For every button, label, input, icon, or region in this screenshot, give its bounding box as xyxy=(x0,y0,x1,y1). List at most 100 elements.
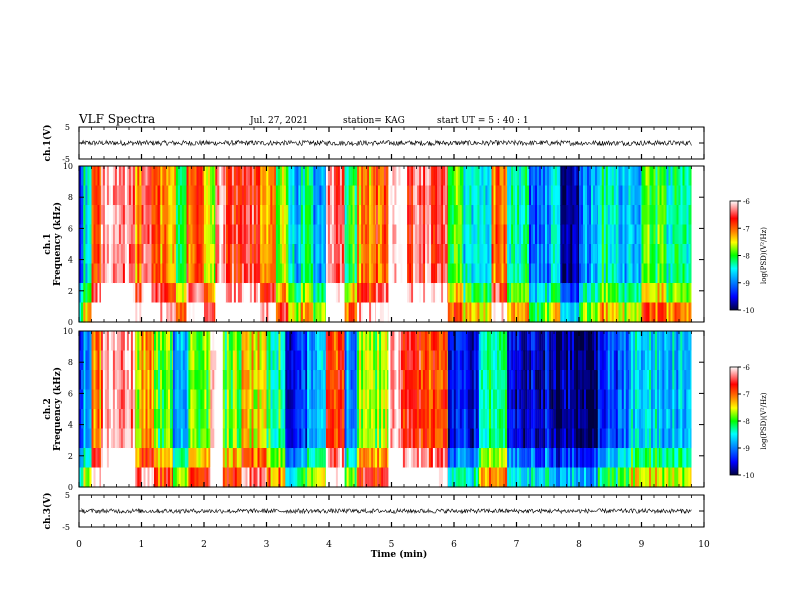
spectrogram-cell xyxy=(398,283,401,304)
spectrogram-cell xyxy=(278,350,281,371)
spectrogram-cell xyxy=(282,448,285,469)
spectrogram-cell xyxy=(83,205,86,226)
spectrogram-cell xyxy=(400,205,403,226)
spectrogram-cell xyxy=(137,224,140,245)
spectrogram-cell xyxy=(236,409,239,430)
spectrogram-cell xyxy=(493,166,496,187)
spectrogram-cell xyxy=(278,428,281,449)
spectrogram-cell xyxy=(556,350,559,371)
spectrogram-cell xyxy=(649,224,652,245)
spectrogram-cell xyxy=(463,467,466,488)
spectrogram-cell xyxy=(311,409,314,430)
y-tick-label: -5 xyxy=(62,155,70,164)
spectrogram-cell xyxy=(556,283,560,304)
spectrogram-cell xyxy=(663,185,666,206)
spectrogram-cell xyxy=(344,331,347,352)
spectrogram-cell xyxy=(643,185,646,206)
spectrogram-cell xyxy=(601,283,604,304)
spectrogram-cell xyxy=(268,263,271,284)
spectrogram-cell xyxy=(578,331,581,352)
spectrogram-cell xyxy=(315,350,318,371)
spectrogram-cell xyxy=(317,244,320,265)
spectrogram-cell xyxy=(659,244,662,265)
spectrogram-cell xyxy=(418,350,422,371)
spectrogram-cell xyxy=(100,428,104,449)
spectrogram-cell xyxy=(230,409,233,430)
spectrogram-cell xyxy=(348,302,351,323)
spectrogram-cell xyxy=(682,205,685,226)
spectrogram-cell xyxy=(130,166,134,187)
spectrogram-cell xyxy=(407,205,410,226)
spectrogram-cell xyxy=(135,302,138,323)
spectrogram-cell xyxy=(85,244,88,265)
spectrogram-cell xyxy=(204,205,207,226)
spectrogram-cell xyxy=(670,244,673,265)
spectrogram-cell xyxy=(381,448,384,469)
spectrogram-cell xyxy=(287,389,290,410)
spectrogram-cell xyxy=(156,389,159,410)
spectrogram-cell xyxy=(97,263,100,284)
spectrogram-cell xyxy=(204,224,207,245)
spectrogram-cell xyxy=(459,370,462,391)
spectrogram-cell xyxy=(266,409,269,430)
spectrogram-cell xyxy=(350,302,353,323)
spectrogram-cell xyxy=(202,331,205,352)
spectrogram-cell xyxy=(87,331,90,352)
spectrogram-cell xyxy=(99,224,102,245)
spectrogram-cell xyxy=(630,205,633,226)
spectrogram-cell xyxy=(414,331,418,352)
spectrogram-cell xyxy=(175,302,179,323)
spectrogram-cell xyxy=(79,331,82,352)
spectrogram-cell xyxy=(674,283,677,304)
spectrogram-cell xyxy=(239,205,243,226)
spectrogram-cell xyxy=(607,244,610,265)
spectrogram-cell xyxy=(597,224,600,245)
spectrogram-cell xyxy=(278,370,281,391)
spectrogram-cell xyxy=(419,302,422,323)
spectrogram-cell xyxy=(162,428,165,449)
spectrogram-cell xyxy=(91,467,94,488)
spectrogram-cell xyxy=(337,389,341,410)
spectrogram-cell xyxy=(485,185,488,206)
spectrogram-cell xyxy=(354,389,357,410)
spectrogram-cell xyxy=(178,448,181,469)
spectrogram-cell xyxy=(519,205,522,226)
spectrogram-cell xyxy=(419,244,422,265)
spectrogram-cell xyxy=(483,166,486,187)
spectrogram-cell xyxy=(108,370,112,391)
spectrogram-cell xyxy=(527,244,530,265)
spectrogram-cell xyxy=(178,350,181,371)
spectrogram-cell xyxy=(519,283,522,304)
spectrogram-cell xyxy=(467,283,470,304)
spectrogram-cell xyxy=(179,166,183,187)
spectrogram-cell xyxy=(369,428,372,449)
spectrogram-cell xyxy=(145,350,148,371)
spectrogram-cell xyxy=(497,166,500,187)
spectrogram-cell xyxy=(545,283,548,304)
spectrogram-cell xyxy=(315,185,318,206)
spectrogram-cell xyxy=(89,283,92,304)
spectrogram-cell xyxy=(413,244,416,265)
spectrogram-cell xyxy=(531,448,534,469)
spectrogram-cell xyxy=(196,409,199,430)
spectrogram-cell xyxy=(564,448,567,469)
spectrogram-cell xyxy=(162,389,165,410)
spectrogram-cell xyxy=(392,166,395,187)
spectrogram-cell xyxy=(541,263,544,284)
spectrogram-cell xyxy=(531,370,534,391)
spectrogram-cell xyxy=(229,205,233,226)
spectrogram-cell xyxy=(487,244,490,265)
spectrogram-cell xyxy=(419,185,422,206)
spectrogram-cell xyxy=(661,205,664,226)
spectrogram-cell xyxy=(137,467,140,488)
spectrogram-cell xyxy=(451,224,454,245)
spectrogram-cell xyxy=(216,389,219,410)
spectrogram-cell xyxy=(501,185,504,206)
spectrogram-cell xyxy=(616,205,619,226)
spectrogram-cell xyxy=(377,205,381,226)
spectrogram-cell xyxy=(168,428,171,449)
spectrogram-cell xyxy=(344,467,347,488)
spectrogram-cell xyxy=(441,205,444,226)
spectrogram-cell xyxy=(288,283,291,304)
spectrogram-cell xyxy=(179,185,183,206)
